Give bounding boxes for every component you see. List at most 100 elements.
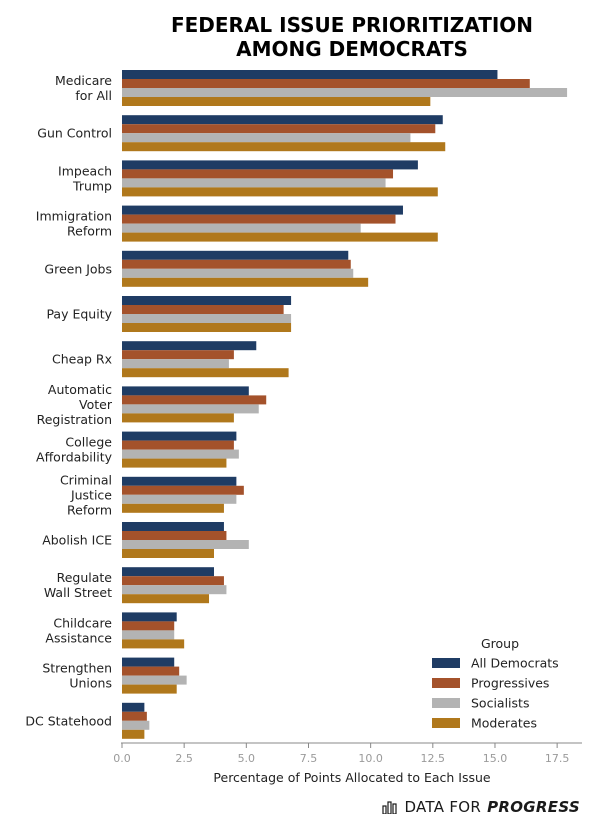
bar: [122, 79, 530, 88]
x-axis-label: Percentage of Points Allocated to Each I…: [213, 770, 490, 785]
bar: [122, 368, 289, 378]
bar: [122, 97, 431, 106]
category-label: Voter: [79, 397, 113, 412]
category-label: Childcare: [53, 615, 112, 630]
brand-logo: DATA FOR PROGRESS: [382, 798, 580, 816]
bar: [122, 259, 351, 269]
bar: [122, 476, 237, 486]
bar: [122, 160, 418, 170]
bar: [122, 133, 411, 143]
legend-swatch: [432, 718, 460, 728]
bar: [122, 729, 145, 739]
bar: [122, 395, 267, 405]
bar: [122, 359, 229, 369]
bar: [122, 503, 224, 513]
bar: [122, 494, 237, 504]
bar: [122, 178, 386, 188]
x-tick-label: 5.0: [238, 752, 256, 765]
bar: [122, 630, 175, 640]
bar: [122, 341, 257, 351]
category-label: Automatic: [48, 382, 112, 397]
bar-chart: FEDERAL ISSUE PRIORITIZATION AMONG DEMOC…: [25, 13, 582, 785]
bar: [122, 214, 396, 224]
bars-group: [122, 70, 568, 739]
category-label: Affordability: [36, 450, 113, 465]
category-label: Criminal: [60, 472, 112, 487]
chart-title-line-1: FEDERAL ISSUE PRIORITIZATION: [171, 13, 533, 37]
category-label: Assistance: [45, 630, 112, 645]
bar: [122, 142, 446, 152]
bar: [122, 277, 369, 287]
category-label: Gun Control: [37, 126, 112, 141]
category-label: Impeach: [58, 163, 112, 178]
bar: [122, 350, 234, 360]
bar: [122, 205, 403, 215]
x-tick-label: 15.0: [483, 752, 508, 765]
chart-title-line-2: AMONG DEMOCRATS: [236, 37, 468, 61]
category-label: Wall Street: [44, 585, 112, 600]
x-axis-ticks: 0.0 2.5 5.0 7.5 10.0 12.5 15.0 17.5: [113, 743, 569, 765]
bar: [122, 594, 210, 604]
bar: [122, 296, 292, 305]
category-label: DC Statehood: [25, 713, 112, 728]
bar: [122, 223, 361, 233]
bar: [122, 404, 259, 414]
category-label: Justice: [70, 487, 112, 502]
bar: [122, 115, 443, 125]
bar: [122, 323, 292, 332]
bar: [122, 250, 349, 260]
x-tick-label: 7.5: [300, 752, 318, 765]
bar: [122, 549, 214, 558]
bar: [122, 440, 234, 450]
category-label: Cheap Rx: [52, 352, 112, 367]
legend-label: Socialists: [471, 696, 529, 711]
category-label: Regulate: [57, 570, 113, 585]
bar: [122, 684, 177, 694]
bar: [122, 720, 150, 730]
bar: [122, 169, 394, 179]
bar: [122, 657, 175, 667]
bar: [122, 386, 249, 396]
category-label: Registration: [37, 412, 112, 427]
legend-swatch: [432, 678, 460, 688]
category-label: Abolish ICE: [42, 533, 112, 548]
bar: [122, 711, 147, 721]
x-tick-label: 0.0: [113, 752, 131, 765]
bar: [122, 522, 224, 531]
x-tick-label: 10.0: [358, 752, 383, 765]
brand-text-part-2: PROGRESS: [487, 798, 580, 816]
bar: [122, 124, 436, 134]
bar-chart-logo-icon: [382, 801, 398, 814]
category-label: Reform: [67, 224, 112, 239]
bar: [122, 232, 438, 242]
bar: [122, 88, 568, 97]
legend-label: Progressives: [471, 676, 549, 691]
legend: Group All Democrats Progressives Socialist…: [432, 636, 559, 731]
legend-swatch: [432, 698, 460, 708]
x-tick-label: 12.5: [421, 752, 446, 765]
legend-title: Group: [481, 636, 519, 651]
bar: [122, 567, 214, 577]
category-label: Strengthen: [42, 661, 112, 676]
bar: [122, 449, 239, 459]
bar: [122, 540, 249, 549]
bar: [122, 268, 354, 278]
bar: [122, 458, 227, 468]
bar: [122, 675, 187, 685]
bar: [122, 485, 244, 495]
brand-text-part-1: DATA FOR: [404, 798, 482, 816]
bar: [122, 576, 224, 586]
category-label: Medicare: [55, 73, 112, 88]
bar: [122, 585, 227, 595]
bar: [122, 413, 234, 423]
x-tick-label: 17.5: [545, 752, 570, 765]
bar: [122, 666, 180, 676]
bar: [122, 702, 145, 712]
bar: [122, 639, 185, 649]
category-label: Unions: [69, 676, 112, 691]
category-label: College: [65, 435, 112, 450]
category-label: Immigration: [36, 209, 112, 224]
legend-swatch: [432, 658, 460, 668]
bar: [122, 305, 284, 314]
